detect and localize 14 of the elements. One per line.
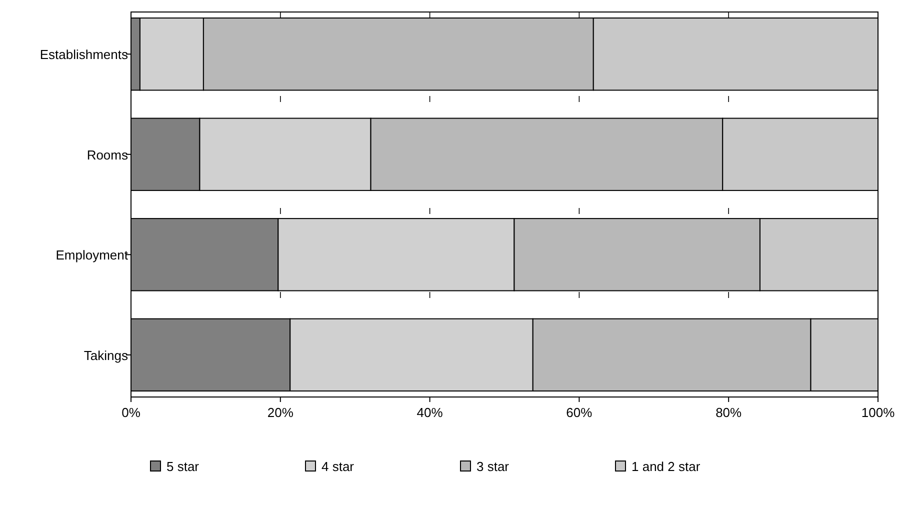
y-tick-label: Rooms [86,147,128,162]
y-tick-label: Establishments [40,47,128,62]
x-tick-label: 60% [566,405,593,420]
legend-label: 4 star [322,459,355,474]
legend-label: 3 star [476,459,510,474]
y-tick-label: Takings [84,348,128,363]
legend-label: 5 star [166,459,200,474]
x-tick-label: 80% [716,405,742,420]
x-tick-label: 20% [267,405,294,420]
x-tick-label: 100% [861,405,896,420]
legend-label: 1 and 2 star [632,459,701,474]
x-tick-label: 40% [416,405,444,420]
y-tick-label: Employment [56,248,128,263]
x-tick-label: 0% [122,405,141,420]
